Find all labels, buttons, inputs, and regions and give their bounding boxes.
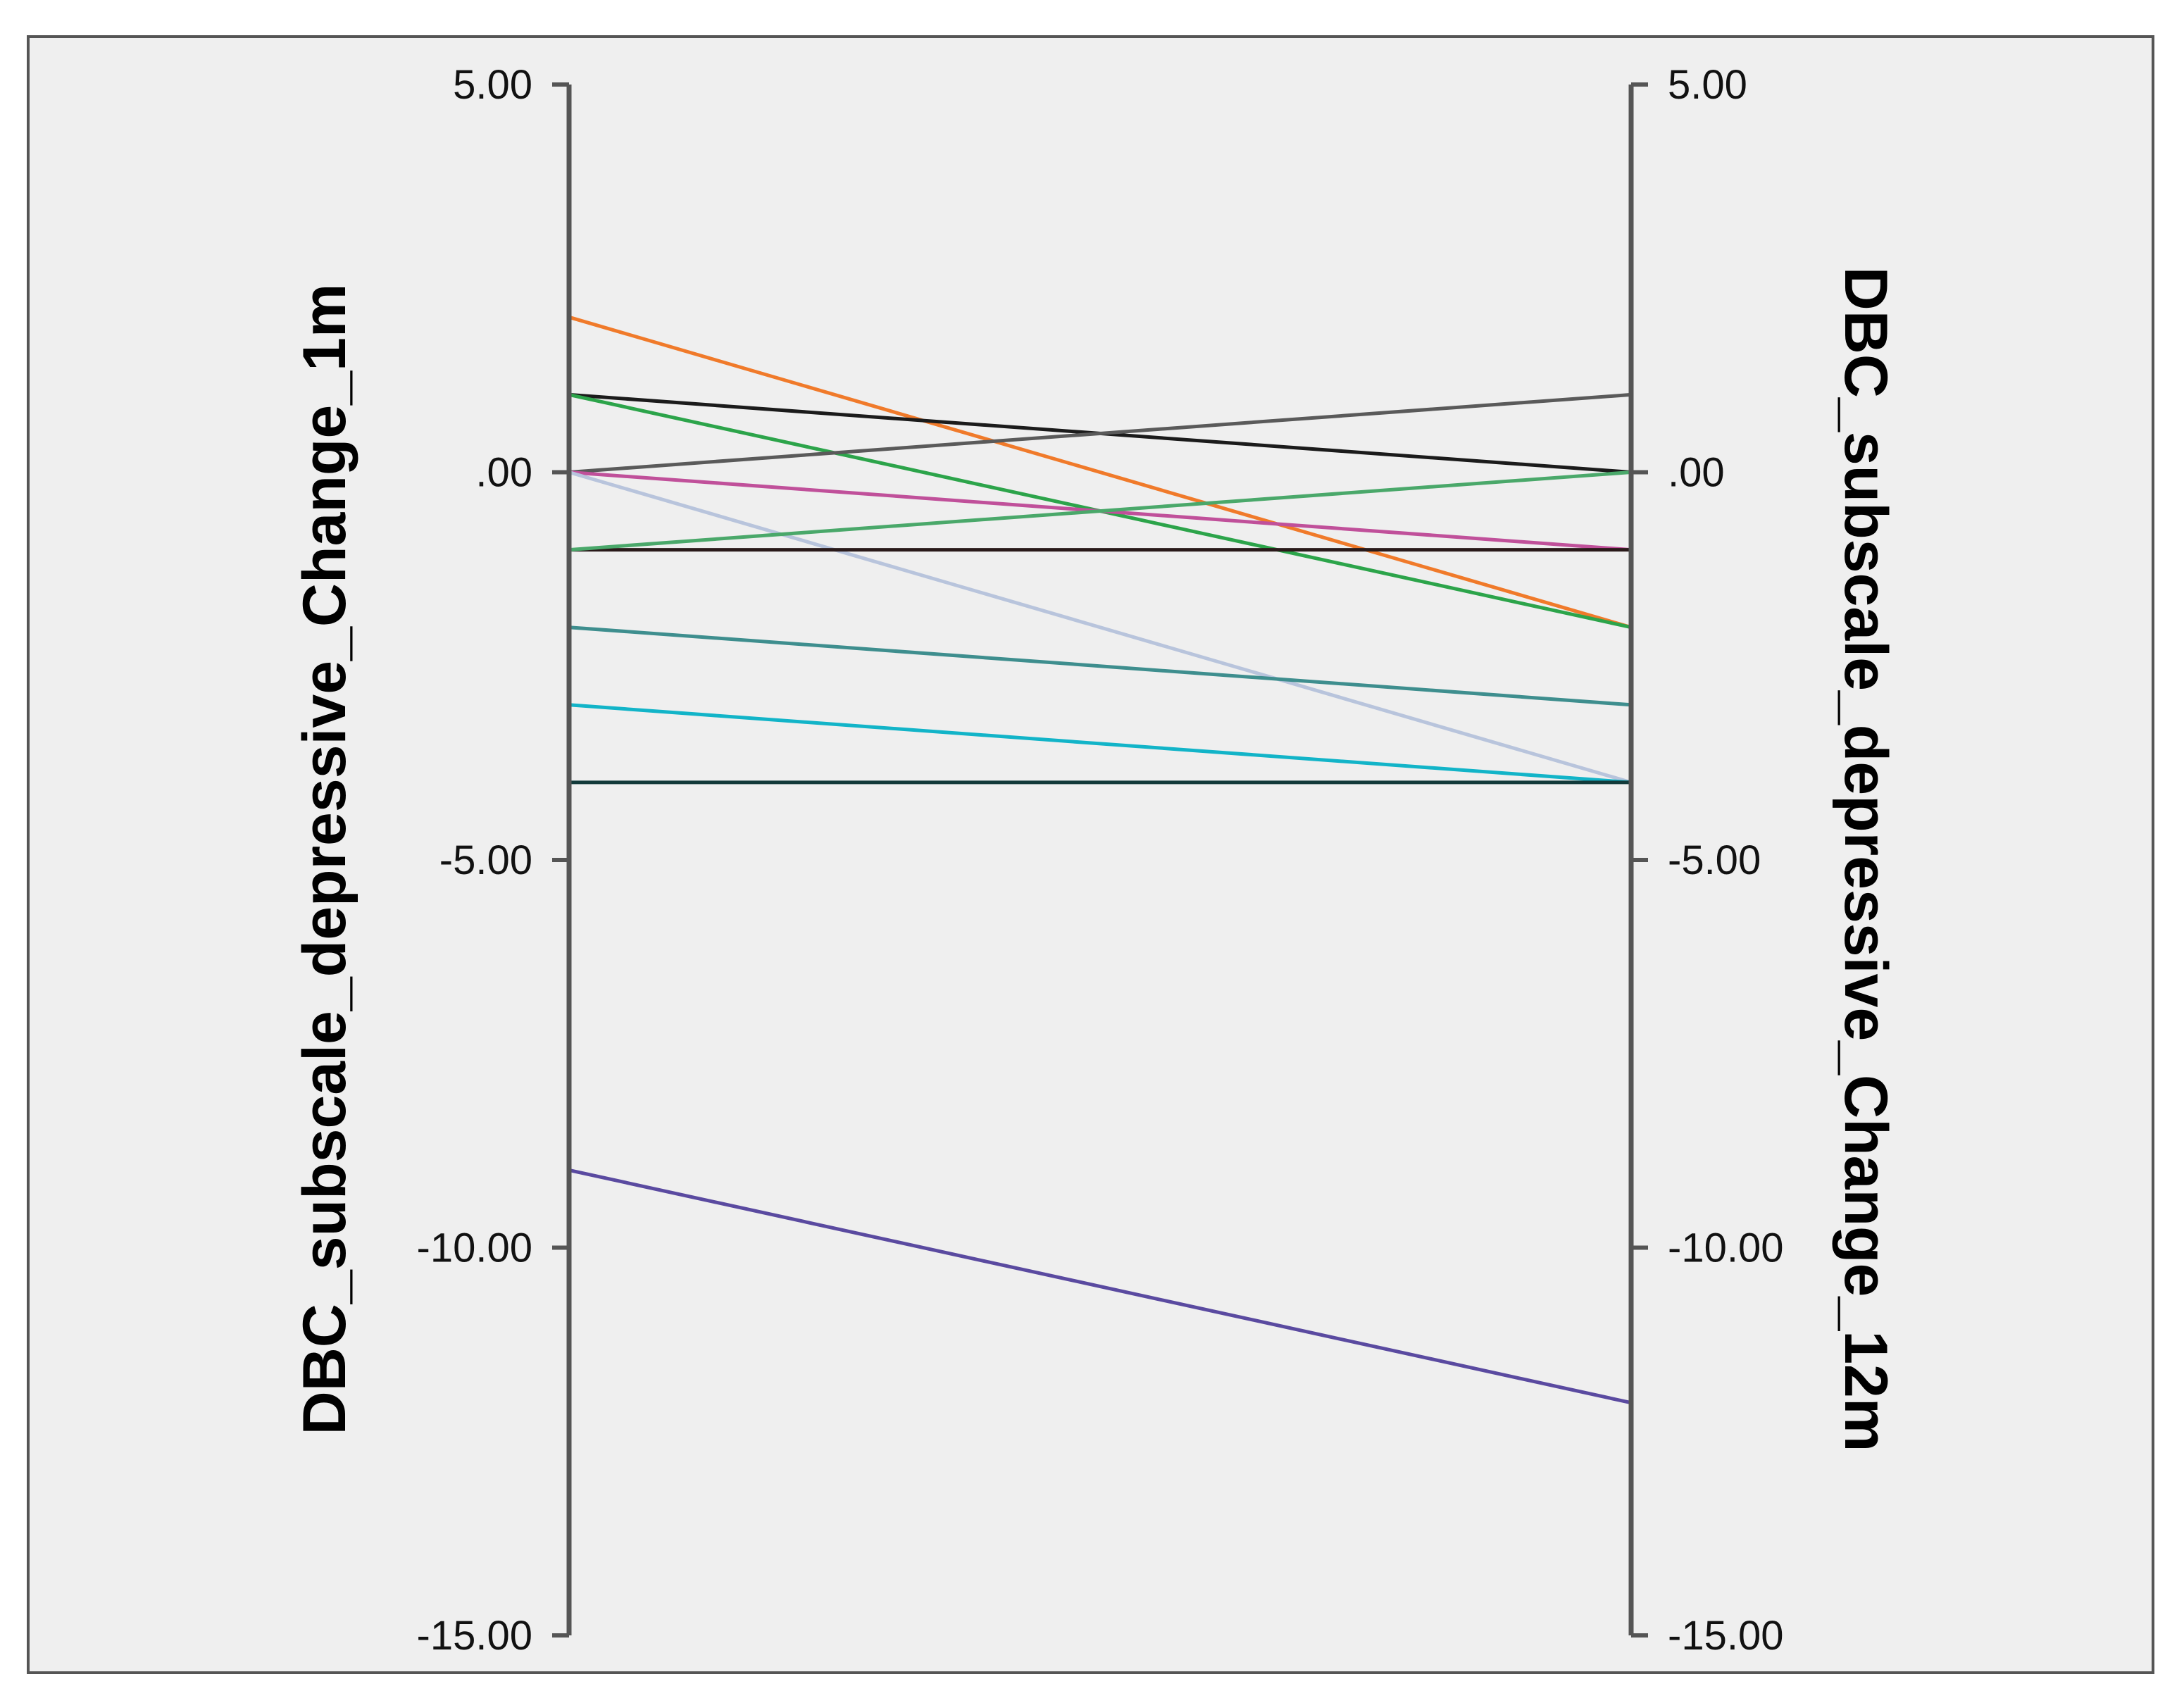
right-axis-title: DBC_subscale_depressive_Change_12m	[1832, 267, 1899, 1452]
left-axis-tick-label: 5.00	[453, 62, 532, 108]
right-axis-tick-label: -5.00	[1668, 837, 1761, 883]
left-axis-tick-label: -10.00	[417, 1225, 532, 1271]
series-line-9	[568, 625, 1632, 707]
left-axis-tick-label: .00	[475, 450, 532, 496]
series-line-12	[568, 1168, 1632, 1405]
axes: 5.00 .00 -5.00 -10.00 -15.00 5.00 .00 -5.00 -10.…	[417, 62, 1784, 1659]
right-axis-tick-label: -15.00	[1668, 1613, 1783, 1659]
left-axis-tick-label: -15.00	[417, 1613, 532, 1659]
right-axis-tick-label: -10.00	[1668, 1225, 1783, 1271]
left-axis-title: DBC_subscale_depressive_Change_1m	[291, 284, 358, 1435]
series-line-1	[568, 315, 1632, 630]
right-axis-tick-label: .00	[1668, 450, 1725, 496]
series-line-10	[568, 703, 1632, 785]
series-lines	[568, 315, 1632, 1405]
series-line-6	[568, 470, 1632, 785]
left-axis-tick-label: -5.00	[439, 837, 532, 883]
chart-frame	[27, 35, 2154, 1674]
series-line-4	[568, 392, 1632, 474]
series-line-8	[568, 470, 1632, 552]
right-axis-tick-label: 5.00	[1668, 62, 1747, 108]
